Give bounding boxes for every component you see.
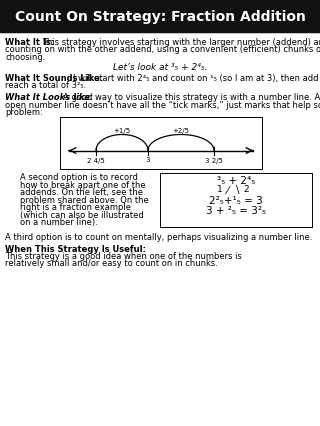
- Text: 2²₅+¹₅ = 3: 2²₅+¹₅ = 3: [209, 195, 263, 205]
- Text: +2/5: +2/5: [172, 128, 189, 134]
- Text: relatively small and/or easy to count on in chunks.: relatively small and/or easy to count on…: [5, 259, 218, 268]
- Text: This strategy is a good idea when one of the numbers is: This strategy is a good idea when one of…: [5, 251, 242, 260]
- Text: problem:: problem:: [5, 108, 43, 117]
- Text: Let’s look at ³₅ + 2⁴₅.: Let’s look at ³₅ + 2⁴₅.: [113, 62, 207, 71]
- Text: When This Strategy Is Useful:: When This Strategy Is Useful:: [5, 244, 146, 253]
- Text: A third option is to count on mentally, perhaps visualizing a number line.: A third option is to count on mentally, …: [5, 233, 312, 242]
- Text: I will start with 2⁴₅ and count on ¹₅ (so I am at 3), then add ²₅ to: I will start with 2⁴₅ and count on ¹₅ (s…: [73, 74, 320, 83]
- Text: addends. On the left, see the: addends. On the left, see the: [20, 188, 143, 197]
- Text: A second option is to record: A second option is to record: [20, 173, 138, 182]
- Text: open number line doesn’t have all the “tick marks,” just marks that help solve t: open number line doesn’t have all the “t…: [5, 100, 320, 109]
- Text: reach a total of 3²₅.: reach a total of 3²₅.: [5, 81, 86, 90]
- Text: 2: 2: [243, 184, 249, 193]
- Text: 1: 1: [217, 184, 223, 193]
- Text: What It Looks like:: What It Looks like:: [5, 93, 93, 102]
- Text: 2 4/5: 2 4/5: [87, 157, 105, 163]
- Bar: [0, 0, 320, 34]
- Text: \: \: [236, 185, 240, 195]
- Text: counting on with the other addend, using a convenient (efficient) chunks of your: counting on with the other addend, using…: [5, 46, 320, 55]
- Text: This strategy involves starting with the larger number (addend) and then: This strategy involves starting with the…: [42, 38, 320, 47]
- Text: ⁄: ⁄: [227, 185, 229, 195]
- Text: problem shared above. On the: problem shared above. On the: [20, 196, 149, 204]
- Text: how to break apart one of the: how to break apart one of the: [20, 181, 146, 190]
- Text: 3: 3: [146, 157, 150, 163]
- Text: ³₅ + 2⁴₅: ³₅ + 2⁴₅: [217, 176, 255, 186]
- Text: on a number line).: on a number line).: [20, 218, 98, 227]
- Text: 3 2/5: 3 2/5: [205, 157, 223, 163]
- FancyBboxPatch shape: [60, 117, 262, 169]
- Text: choosing.: choosing.: [5, 53, 45, 62]
- FancyBboxPatch shape: [160, 173, 312, 227]
- Text: What It Is:: What It Is:: [5, 38, 54, 47]
- Text: +1/5: +1/5: [113, 128, 131, 134]
- Text: A good way to visualize this strategy is with a number line. An: A good way to visualize this strategy is…: [63, 93, 320, 102]
- Text: (which can also be illustrated: (which can also be illustrated: [20, 210, 144, 219]
- Text: 3 + ²₅ = 3²₅: 3 + ²₅ = 3²₅: [206, 205, 266, 215]
- Text: right is a fraction example: right is a fraction example: [20, 203, 131, 212]
- Text: Count On Strategy: Fraction Addition: Count On Strategy: Fraction Addition: [15, 10, 305, 24]
- Text: What It Sounds Like:: What It Sounds Like:: [5, 74, 103, 83]
